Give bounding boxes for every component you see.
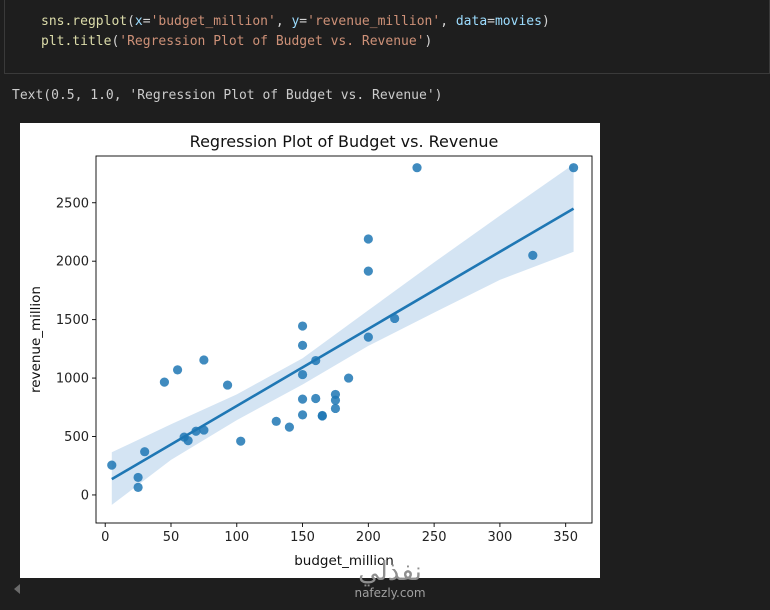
- data-point: [133, 482, 143, 492]
- code-comma: ,: [440, 14, 456, 29]
- code-paren-close: ): [424, 34, 433, 49]
- y-tick-label: 1000: [56, 372, 89, 387]
- code-function: plt.title: [41, 34, 112, 49]
- code-cell[interactable]: sns.regplot(x='budget_million', y='reven…: [4, 0, 770, 74]
- x-tick-label: 350: [553, 530, 578, 545]
- data-point: [297, 321, 308, 331]
- x-tick-label: 200: [356, 530, 381, 545]
- data-point: [311, 355, 321, 366]
- data-point: [317, 411, 327, 421]
- data-point: [222, 380, 233, 390]
- data-point: [107, 460, 117, 470]
- y-tick-label: 2500: [56, 196, 89, 211]
- y-tick-label: 0: [81, 488, 89, 503]
- y-tick-label: 1500: [56, 313, 89, 328]
- code-line-1: sns.regplot(x='budget_million', y='reven…: [41, 14, 550, 29]
- data-point: [140, 447, 150, 457]
- data-point: [297, 340, 308, 350]
- data-point: [311, 393, 321, 404]
- x-tick-label: 150: [290, 530, 315, 545]
- data-point: [172, 365, 183, 375]
- regression-chart: 0 50 100 150 200 250 300 350 0 500 1000 1500 2000 250…: [28, 132, 593, 569]
- watermark: نفذلي nafezly.com: [340, 558, 440, 600]
- y-tick-label: 500: [64, 430, 89, 445]
- data-point: [191, 426, 201, 436]
- data-point: [412, 163, 422, 173]
- data-point: [363, 266, 373, 276]
- data-point: [199, 425, 209, 435]
- x-axis-label: budget_million: [294, 553, 394, 569]
- data-point: [330, 403, 341, 414]
- code-function: sns.regplot: [41, 14, 128, 29]
- cell-output-text: Text(0.5, 1.0, 'Regression Plot of Budge…: [12, 88, 443, 103]
- y-tick-label: 2000: [56, 255, 89, 270]
- scroll-left-arrow-icon[interactable]: [14, 584, 20, 594]
- x-tick-label: 300: [487, 530, 512, 545]
- x-tick-label: 100: [224, 530, 249, 545]
- data-point: [159, 377, 170, 387]
- code-arg-name: x: [134, 14, 143, 29]
- data-point: [330, 395, 341, 405]
- data-point: [133, 472, 143, 483]
- data-point: [297, 410, 308, 420]
- code-equals: =: [142, 14, 151, 29]
- code-string: 'Regression Plot of Budget vs. Revenue': [119, 34, 425, 49]
- figure-output: 0 50 100 150 200 250 300 350 0 500 1000 1500 2000 250…: [20, 123, 600, 578]
- data-point: [363, 234, 373, 244]
- code-comma: ,: [275, 14, 292, 29]
- plot-frame: [95, 155, 593, 524]
- code-variable: movies: [494, 14, 542, 29]
- data-point: [528, 250, 538, 260]
- code-string: 'budget_million': [150, 14, 276, 29]
- regression-line: [111, 207, 575, 481]
- code-paren-open: (: [127, 14, 135, 29]
- x-tick-label: 50: [163, 530, 180, 545]
- code-equals: =: [487, 14, 495, 29]
- x-tick-label: 0: [101, 530, 109, 545]
- data-point: [297, 369, 308, 380]
- code-paren-close: ): [541, 14, 550, 29]
- chart-title: Regression Plot of Budget vs. Revenue: [190, 132, 499, 151]
- code-equals: =: [299, 14, 308, 29]
- data-point: [390, 313, 400, 324]
- code-arg-name: data: [455, 14, 488, 29]
- data-point: [183, 436, 193, 446]
- watermark-url: nafezly.com: [354, 586, 426, 600]
- data-point: [568, 163, 579, 173]
- code-line-2: plt.title('Regression Plot of Budget vs.…: [41, 34, 432, 49]
- data-point: [344, 373, 354, 383]
- confidence-band: [111, 164, 574, 505]
- code-string: 'revenue_million': [307, 14, 441, 29]
- data-point: [284, 422, 295, 432]
- x-tick-label: 250: [422, 530, 447, 545]
- code-arg-name: y: [291, 14, 300, 29]
- code-paren-open: (: [111, 34, 120, 49]
- data-point: [199, 355, 209, 365]
- data-point: [271, 416, 281, 426]
- data-point: [236, 436, 246, 446]
- watermark-logo: نفذلي: [358, 557, 422, 587]
- data-point: [297, 394, 308, 404]
- data-point: [363, 332, 373, 342]
- y-axis-label: revenue_million: [28, 286, 44, 393]
